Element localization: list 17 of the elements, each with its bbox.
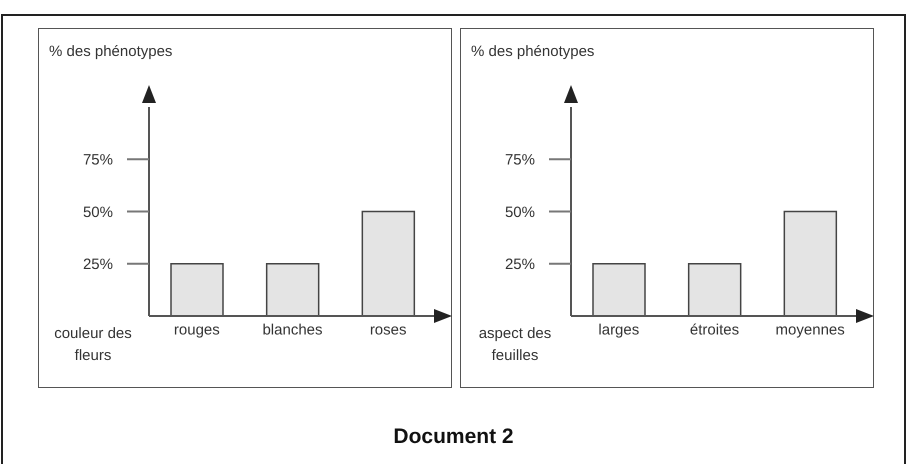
x-tick-label: étroites xyxy=(690,322,740,339)
y-tick-label: 50% xyxy=(82,204,113,221)
y-tick-label: 25% xyxy=(504,256,535,274)
text: Document 2 xyxy=(392,425,515,449)
x-tick-label: rouges xyxy=(174,322,220,339)
y-axis-title: % des phénotypes xyxy=(471,43,594,60)
x-tick-label: moyennes xyxy=(776,322,845,339)
x-tick-label: larges xyxy=(598,322,640,339)
y-tick-label: 25% xyxy=(82,256,113,274)
x-tick-label: roses xyxy=(370,322,407,339)
y-tick-label: 50% xyxy=(504,204,535,221)
y-tick-label: 75% xyxy=(82,152,113,169)
x-axis-title: couleur des fleurs xyxy=(53,324,133,366)
x-tick-label: blanches xyxy=(262,322,323,339)
x-axis-title: aspect des feuilles xyxy=(478,324,552,366)
y-tick-label: 75% xyxy=(504,152,535,169)
y-axis-title: % des phénotypes xyxy=(49,43,172,60)
